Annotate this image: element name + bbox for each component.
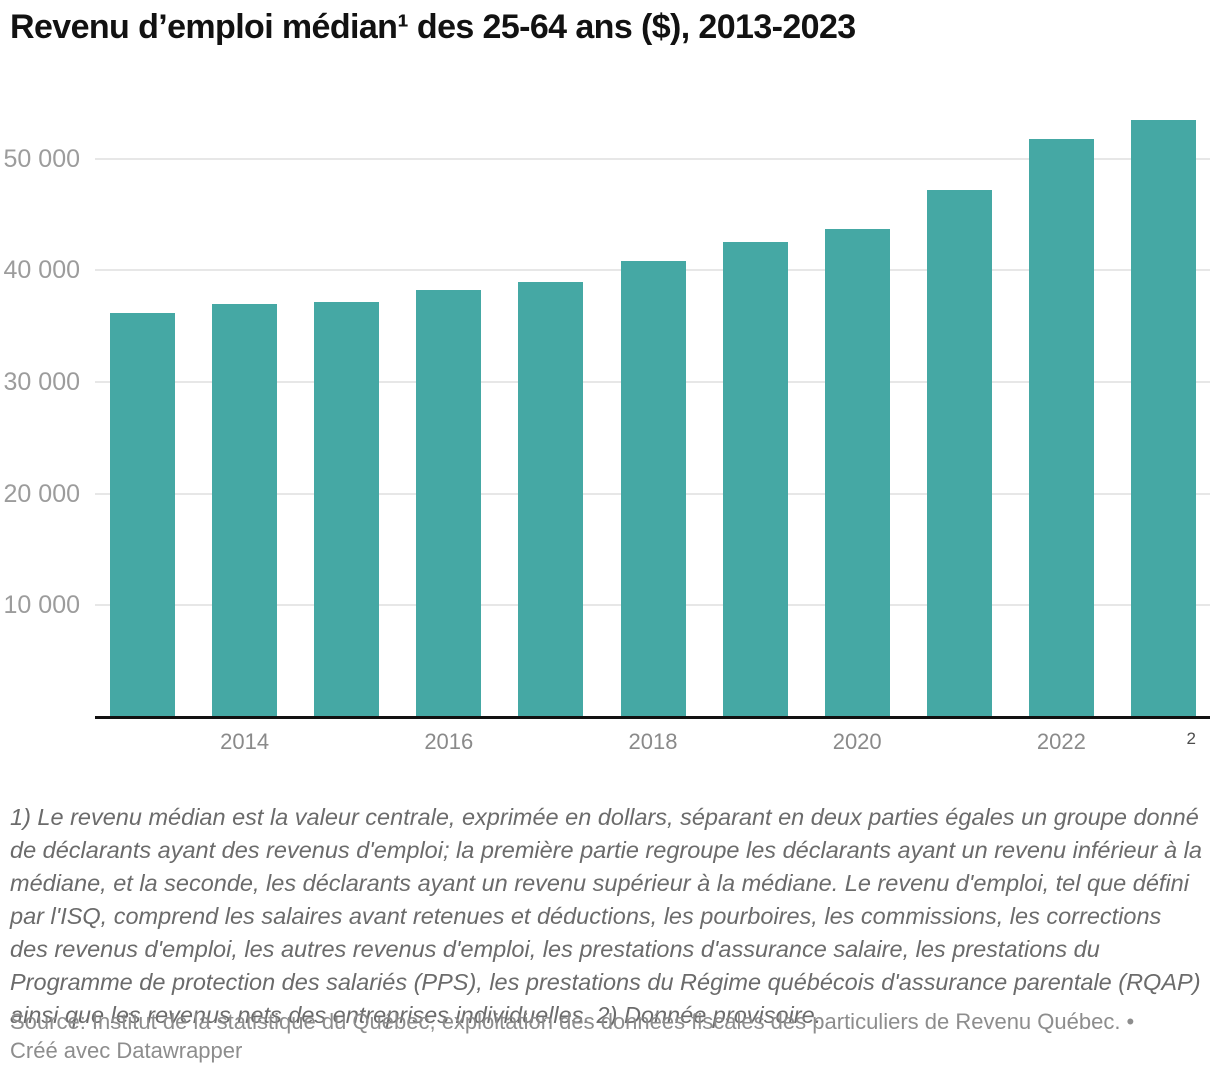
footnotes-text: 1) Le revenu médian est la valeur centra… (10, 804, 1202, 1028)
y-axis-label-20000: 20 000 (3, 479, 80, 508)
y-axis-label-40000: 40 000 (3, 256, 80, 285)
plot-area: 10 000 20 000 30 000 40 000 50 000 2014 2016 20… (3, 119, 1210, 754)
bar-2014[interactable] (212, 303, 277, 717)
y-axis-label-50000: 50 000 (3, 144, 80, 173)
bar-2016[interactable] (416, 290, 481, 717)
bar-2023[interactable] (1131, 119, 1196, 717)
bar-2018[interactable] (621, 261, 686, 717)
x-axis-label-2016: 2016 (424, 729, 474, 754)
x-axis-line (95, 716, 1210, 719)
bar-2019[interactable] (723, 242, 788, 717)
provisional-footnote-marker: 2 (1186, 729, 1196, 748)
source-line: Source: Institut de la statistique du Qu… (10, 1009, 1135, 1063)
bar-2022[interactable] (1029, 138, 1094, 717)
gridline-50000 (95, 157, 1210, 160)
y-axis-label-30000: 30 000 (3, 368, 80, 397)
bar-2021[interactable] (927, 190, 992, 717)
x-axis-label-2014: 2014 (220, 729, 270, 754)
y-axis-label-10000: 10 000 (3, 591, 80, 620)
bar-2015[interactable] (314, 301, 379, 717)
x-axis-label-2018: 2018 (628, 729, 678, 754)
bar-2017[interactable] (518, 281, 583, 717)
bar-2013[interactable] (110, 312, 175, 717)
x-axis-label-2020: 2020 (832, 729, 882, 754)
chart-title: Revenu d’emploi médian¹ des 25-64 ans ($… (10, 8, 856, 46)
bar-2020[interactable] (825, 229, 890, 717)
x-axis-label-2022: 2022 (1036, 729, 1086, 754)
